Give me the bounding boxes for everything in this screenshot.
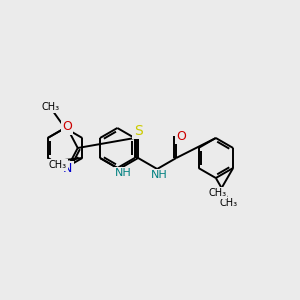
Text: CH₃: CH₃ — [42, 102, 60, 112]
Text: CH₃: CH₃ — [49, 160, 67, 170]
Text: N: N — [63, 163, 72, 176]
Text: NH: NH — [151, 170, 167, 180]
Text: NH: NH — [115, 168, 131, 178]
Text: O: O — [62, 121, 72, 134]
Text: CH₃: CH₃ — [208, 188, 226, 198]
Text: O: O — [176, 130, 186, 142]
Text: S: S — [134, 124, 142, 138]
Text: CH₃: CH₃ — [220, 198, 238, 208]
